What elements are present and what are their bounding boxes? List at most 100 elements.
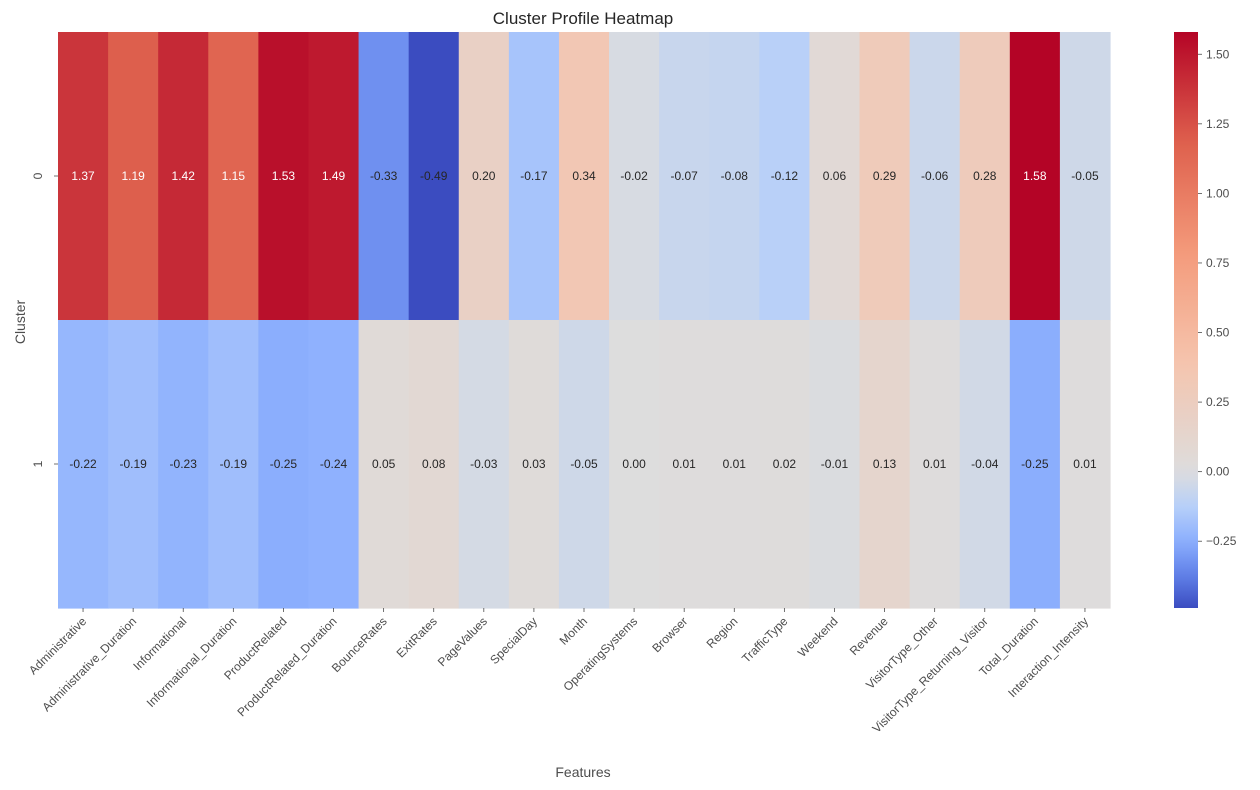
cell-value-label: 0.02	[773, 457, 797, 471]
cell-value-label: -0.25	[1021, 457, 1049, 471]
cell-value-label: 0.00	[622, 457, 646, 471]
colorbar-tick-label: 0.50	[1206, 326, 1230, 340]
heatmap-cell	[458, 32, 510, 321]
heatmap-cell	[659, 320, 710, 609]
cell-value-label: 1.49	[322, 169, 346, 183]
heatmap-cell	[959, 320, 1011, 609]
cell-value-label: -0.07	[671, 169, 699, 183]
colorbar-tick-label: 0.25	[1206, 395, 1230, 409]
y-tick-label: 1	[31, 460, 45, 467]
heatmap-cell	[1059, 32, 1111, 321]
heatmap-cell	[258, 32, 310, 321]
cell-value-label: 0.05	[372, 457, 396, 471]
heatmap-cell	[1009, 320, 1061, 609]
colorbar-tick-label: 1.00	[1206, 186, 1230, 200]
heatmap-cells: 1.37 1.19 1.42 1.15 1.53 1.49 -0.33 -0.49 0.20 -0…	[58, 32, 1111, 609]
x-tick-label: ProductRelated_Duration	[234, 614, 339, 719]
cell-value-label: -0.04	[971, 457, 999, 471]
x-tick-label: PageValues	[435, 614, 490, 669]
heatmap-cell	[759, 320, 811, 609]
y-axis-label: Cluster	[12, 299, 28, 344]
cell-value-label: -0.08	[721, 169, 749, 183]
x-axis-label: Features	[555, 764, 610, 780]
cell-value-label: 0.01	[673, 457, 697, 471]
chart-title: Cluster Profile Heatmap	[493, 9, 673, 28]
cell-value-label: -0.19	[119, 457, 147, 471]
heatmap-cell	[809, 32, 861, 321]
cell-value-label: -0.49	[420, 169, 448, 183]
x-tick-label: Region	[704, 614, 741, 651]
cell-value-label: 1.53	[272, 169, 296, 183]
heatmap-cell	[759, 32, 811, 321]
heatmap-cell	[158, 320, 209, 609]
heatmap-cell	[558, 320, 610, 609]
colorbar	[1174, 32, 1198, 608]
heatmap-cell	[108, 320, 159, 609]
cell-value-label: -0.06	[921, 169, 949, 183]
cell-value-label: 0.28	[973, 169, 997, 183]
y-tick-labels: 01	[31, 172, 58, 467]
cell-value-label: -0.05	[570, 457, 598, 471]
cell-value-label: 1.58	[1023, 169, 1047, 183]
x-tick-label: Revenue	[847, 614, 891, 658]
colorbar-tick-label: −0.25	[1206, 534, 1237, 548]
cell-value-label: -0.05	[1071, 169, 1099, 183]
heatmap-cell	[909, 320, 961, 609]
colorbar-tick-label: 1.25	[1206, 117, 1230, 131]
cell-value-label: 0.29	[873, 169, 897, 183]
heatmap-cell	[308, 32, 360, 321]
heatmap-cell	[1009, 32, 1061, 321]
cell-value-label: 0.06	[823, 169, 847, 183]
heatmap-cell	[508, 320, 560, 609]
heatmap-cell	[909, 32, 961, 321]
heatmap-cell	[208, 320, 259, 609]
cell-value-label: 1.19	[121, 169, 145, 183]
x-tick-label: Administrative_Duration	[39, 614, 139, 714]
colorbar-tick-label: 1.50	[1206, 47, 1230, 61]
heatmap-cell	[58, 320, 109, 609]
cell-value-label: -0.03	[470, 457, 498, 471]
x-tick-label: Informational_Duration	[144, 614, 240, 710]
x-tick-label: SpecialDay	[487, 614, 540, 667]
cell-value-label: -0.23	[170, 457, 198, 471]
cell-value-label: 0.01	[923, 457, 947, 471]
heatmap-cell	[258, 320, 310, 609]
cell-value-label: -0.02	[620, 169, 648, 183]
heatmap-cell	[859, 320, 911, 609]
cell-value-label: -0.24	[320, 457, 348, 471]
heatmap-cell	[358, 32, 410, 321]
heatmap-cell	[408, 320, 460, 609]
heatmap-cell	[659, 32, 710, 321]
heatmap-cell	[308, 320, 360, 609]
cell-value-label: 1.15	[222, 169, 246, 183]
cell-value-label: -0.33	[370, 169, 398, 183]
y-tick-label: 0	[31, 172, 45, 179]
x-tick-label: Month	[557, 614, 590, 647]
cell-value-label: 0.01	[1073, 457, 1097, 471]
heatmap-cell	[108, 32, 159, 321]
x-tick-label: Browser	[649, 614, 690, 655]
cell-value-label: 0.01	[723, 457, 747, 471]
colorbar-tick-label: 0.00	[1206, 465, 1230, 479]
heatmap-cell	[358, 320, 410, 609]
colorbar-ticks: 1.50 1.25 1.00 0.75 0.50 0.25 0.00 −0.25	[1198, 47, 1237, 548]
heatmap-cell	[959, 32, 1011, 321]
cell-value-label: 1.42	[172, 169, 196, 183]
heatmap-cell	[709, 320, 760, 609]
x-tick-labels: AdministrativeAdministrative_DurationInf…	[26, 608, 1091, 736]
x-tick-label: ExitRates	[394, 614, 440, 660]
heatmap-cell	[558, 32, 610, 321]
heatmap-cell	[609, 320, 660, 609]
heatmap-cell	[58, 32, 109, 321]
cell-value-label: -0.22	[69, 457, 97, 471]
colorbar-tick-label: 0.75	[1206, 256, 1230, 270]
cell-value-label: 0.20	[472, 169, 496, 183]
cell-value-label: 0.13	[873, 457, 897, 471]
cell-value-label: 0.03	[522, 457, 546, 471]
cell-value-label: -0.17	[520, 169, 548, 183]
x-tick-label: Weekend	[795, 614, 841, 660]
x-tick-label: TrafficType	[739, 614, 791, 666]
cell-value-label: -0.19	[220, 457, 248, 471]
heatmap-cell	[158, 32, 209, 321]
